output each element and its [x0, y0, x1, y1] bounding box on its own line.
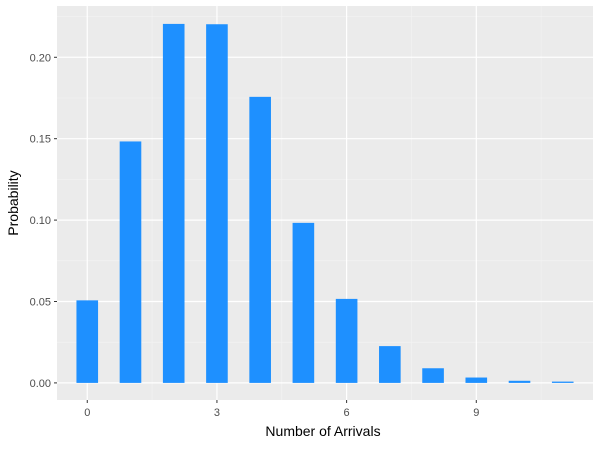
- bar-0: [76, 300, 99, 383]
- bar-10: [508, 380, 531, 383]
- x-tick-label: 6: [344, 407, 350, 419]
- bar-4: [249, 96, 271, 383]
- bar-9: [465, 377, 488, 383]
- bar-5: [292, 222, 315, 383]
- x-tick-label: 0: [84, 407, 90, 419]
- plot-panel-background: [57, 6, 593, 400]
- y-axis-title: Probability: [5, 170, 21, 235]
- bar-6: [335, 298, 358, 383]
- bar-7: [379, 346, 401, 383]
- y-tick-label: 0.00: [30, 378, 51, 390]
- x-tick-label: 3: [214, 407, 220, 419]
- x-tick-label: 9: [473, 407, 479, 419]
- y-tick-label: 0.10: [30, 215, 51, 227]
- y-tick-label: 0.15: [30, 134, 51, 146]
- bar-8: [422, 368, 444, 383]
- y-tick-label: 0.20: [30, 52, 51, 64]
- bar-2: [162, 23, 185, 383]
- y-tick-label: 0.05: [30, 297, 51, 309]
- x-axis-title: Number of Arrivals: [265, 423, 380, 439]
- bar-3: [206, 24, 228, 383]
- bar-1: [119, 141, 142, 383]
- bar-11: [551, 381, 574, 383]
